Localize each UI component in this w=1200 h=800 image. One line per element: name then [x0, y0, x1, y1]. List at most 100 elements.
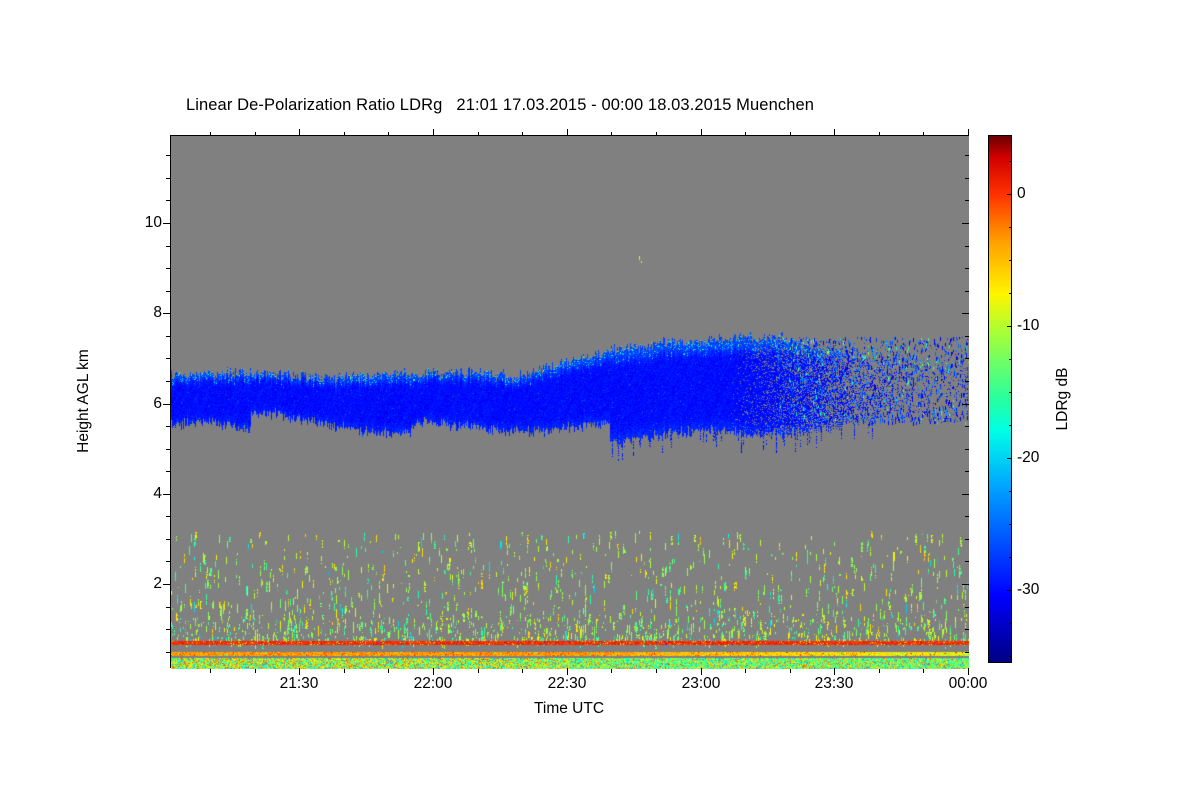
y-axis-minor-tick-right: [965, 336, 969, 337]
y-axis-tick: [163, 404, 170, 405]
colorbar-tick: [1007, 194, 1012, 195]
y-axis-minor-tick-right: [965, 268, 969, 269]
x-axis-minor-tick: [255, 669, 256, 673]
y-axis-minor-tick-right: [965, 652, 969, 653]
y-axis-tick-right: [962, 223, 969, 224]
y-axis-minor-tick: [166, 381, 170, 382]
x-axis-minor-tick-top: [388, 132, 389, 136]
y-axis-minor-tick-right: [965, 426, 969, 427]
x-axis-tick: [299, 668, 300, 675]
x-axis-minor-tick: [879, 669, 880, 673]
x-axis-tick-label: 23:30: [814, 675, 854, 692]
y-axis-minor-tick-right: [965, 291, 969, 292]
y-axis-minor-tick: [166, 629, 170, 630]
x-axis-tick: [968, 668, 969, 675]
ldrg-heatmap-canvas: [171, 136, 969, 669]
colorbar-minor-tick: [1009, 359, 1012, 360]
y-axis-minor-tick: [166, 155, 170, 156]
y-axis-tick: [163, 584, 170, 585]
x-axis-minor-tick-top: [344, 132, 345, 136]
x-axis-minor-tick-top: [210, 132, 211, 136]
x-axis-minor-tick: [656, 669, 657, 673]
x-axis-minor-tick: [478, 669, 479, 673]
colorbar-tick-label: -20: [1017, 449, 1040, 466]
x-axis-tick-label: 00:00: [948, 675, 988, 692]
page-title: Linear De-Polarization Ratio LDRg 21:01 …: [185, 96, 815, 114]
colorbar-minor-tick: [1009, 293, 1012, 294]
x-axis-tick-label: 22:30: [547, 675, 587, 692]
x-axis-minor-tick-top: [790, 132, 791, 136]
y-axis-minor-tick: [166, 336, 170, 337]
x-axis-minor-tick: [388, 669, 389, 673]
colorbar: [988, 135, 1012, 663]
colorbar-tick-label: -30: [1017, 581, 1040, 598]
y-axis-minor-tick-right: [965, 381, 969, 382]
y-axis-tick-label: 8: [153, 304, 162, 321]
x-axis-minor-tick: [611, 669, 612, 673]
x-axis-minor-tick: [790, 669, 791, 673]
y-axis-minor-tick-right: [965, 629, 969, 630]
x-axis-tick-top: [834, 129, 835, 136]
x-axis-minor-tick-top: [656, 132, 657, 136]
y-axis-minor-tick: [166, 449, 170, 450]
y-axis-minor-tick: [166, 358, 170, 359]
y-axis-tick-label: 6: [153, 395, 162, 412]
y-axis-minor-tick: [166, 426, 170, 427]
colorbar-tick-label: -10: [1017, 317, 1040, 334]
x-axis-tick: [834, 668, 835, 675]
y-axis-tick-label: 10: [144, 214, 162, 231]
x-axis-tick-top: [433, 129, 434, 136]
x-axis-tick: [433, 668, 434, 675]
colorbar-minor-tick: [1009, 491, 1012, 492]
y-axis-minor-tick-right: [965, 358, 969, 359]
x-axis-tick-top: [567, 129, 568, 136]
y-axis-minor-tick: [166, 652, 170, 653]
colorbar-minor-tick: [1009, 392, 1012, 393]
y-axis-tick: [163, 494, 170, 495]
x-axis-title: Time UTC: [533, 700, 605, 717]
y-axis-minor-tick: [166, 246, 170, 247]
y-axis-minor-tick-right: [965, 200, 969, 201]
y-axis-minor-tick-right: [965, 516, 969, 517]
y-axis-minor-tick: [166, 539, 170, 540]
y-axis-minor-tick-right: [965, 155, 969, 156]
x-axis-tick-label: 22:00: [413, 675, 453, 692]
x-axis-tick-label: 21:30: [279, 675, 319, 692]
colorbar-minor-tick: [1009, 656, 1012, 657]
x-axis-tick-top: [701, 129, 702, 136]
colorbar-title: LDRg dB: [1054, 367, 1071, 431]
x-axis-minor-tick-top: [478, 132, 479, 136]
y-axis-tick-label: 2: [153, 575, 162, 592]
x-axis-minor-tick: [745, 669, 746, 673]
x-axis-tick-top: [968, 129, 969, 136]
colorbar-minor-tick: [1009, 623, 1012, 624]
y-axis-minor-tick-right: [965, 178, 969, 179]
y-axis-title: Height AGL km: [75, 349, 92, 453]
colorbar-tick: [1007, 458, 1012, 459]
y-axis-tick-right: [962, 313, 969, 314]
y-axis-minor-tick-right: [965, 539, 969, 540]
y-axis-minor-tick: [166, 561, 170, 562]
y-axis-minor-tick: [166, 516, 170, 517]
y-axis-minor-tick: [166, 268, 170, 269]
x-axis-minor-tick-top: [611, 132, 612, 136]
y-axis-tick-right: [962, 404, 969, 405]
y-axis-minor-tick: [166, 178, 170, 179]
x-axis-minor-tick-top: [923, 132, 924, 136]
colorbar-tick-label: 0: [1017, 185, 1026, 202]
y-axis-minor-tick-right: [965, 607, 969, 608]
y-axis-minor-tick-right: [965, 449, 969, 450]
x-axis-minor-tick-top: [255, 132, 256, 136]
colorbar-minor-tick: [1009, 227, 1012, 228]
x-axis-minor-tick: [522, 669, 523, 673]
x-axis-minor-tick: [344, 669, 345, 673]
x-axis-minor-tick-top: [879, 132, 880, 136]
colorbar-tick: [1007, 326, 1012, 327]
y-axis-minor-tick-right: [965, 561, 969, 562]
colorbar-tick: [1007, 590, 1012, 591]
x-axis-minor-tick: [923, 669, 924, 673]
y-axis-minor-tick: [166, 471, 170, 472]
colorbar-minor-tick: [1009, 557, 1012, 558]
y-axis-tick-label: 4: [153, 485, 162, 502]
